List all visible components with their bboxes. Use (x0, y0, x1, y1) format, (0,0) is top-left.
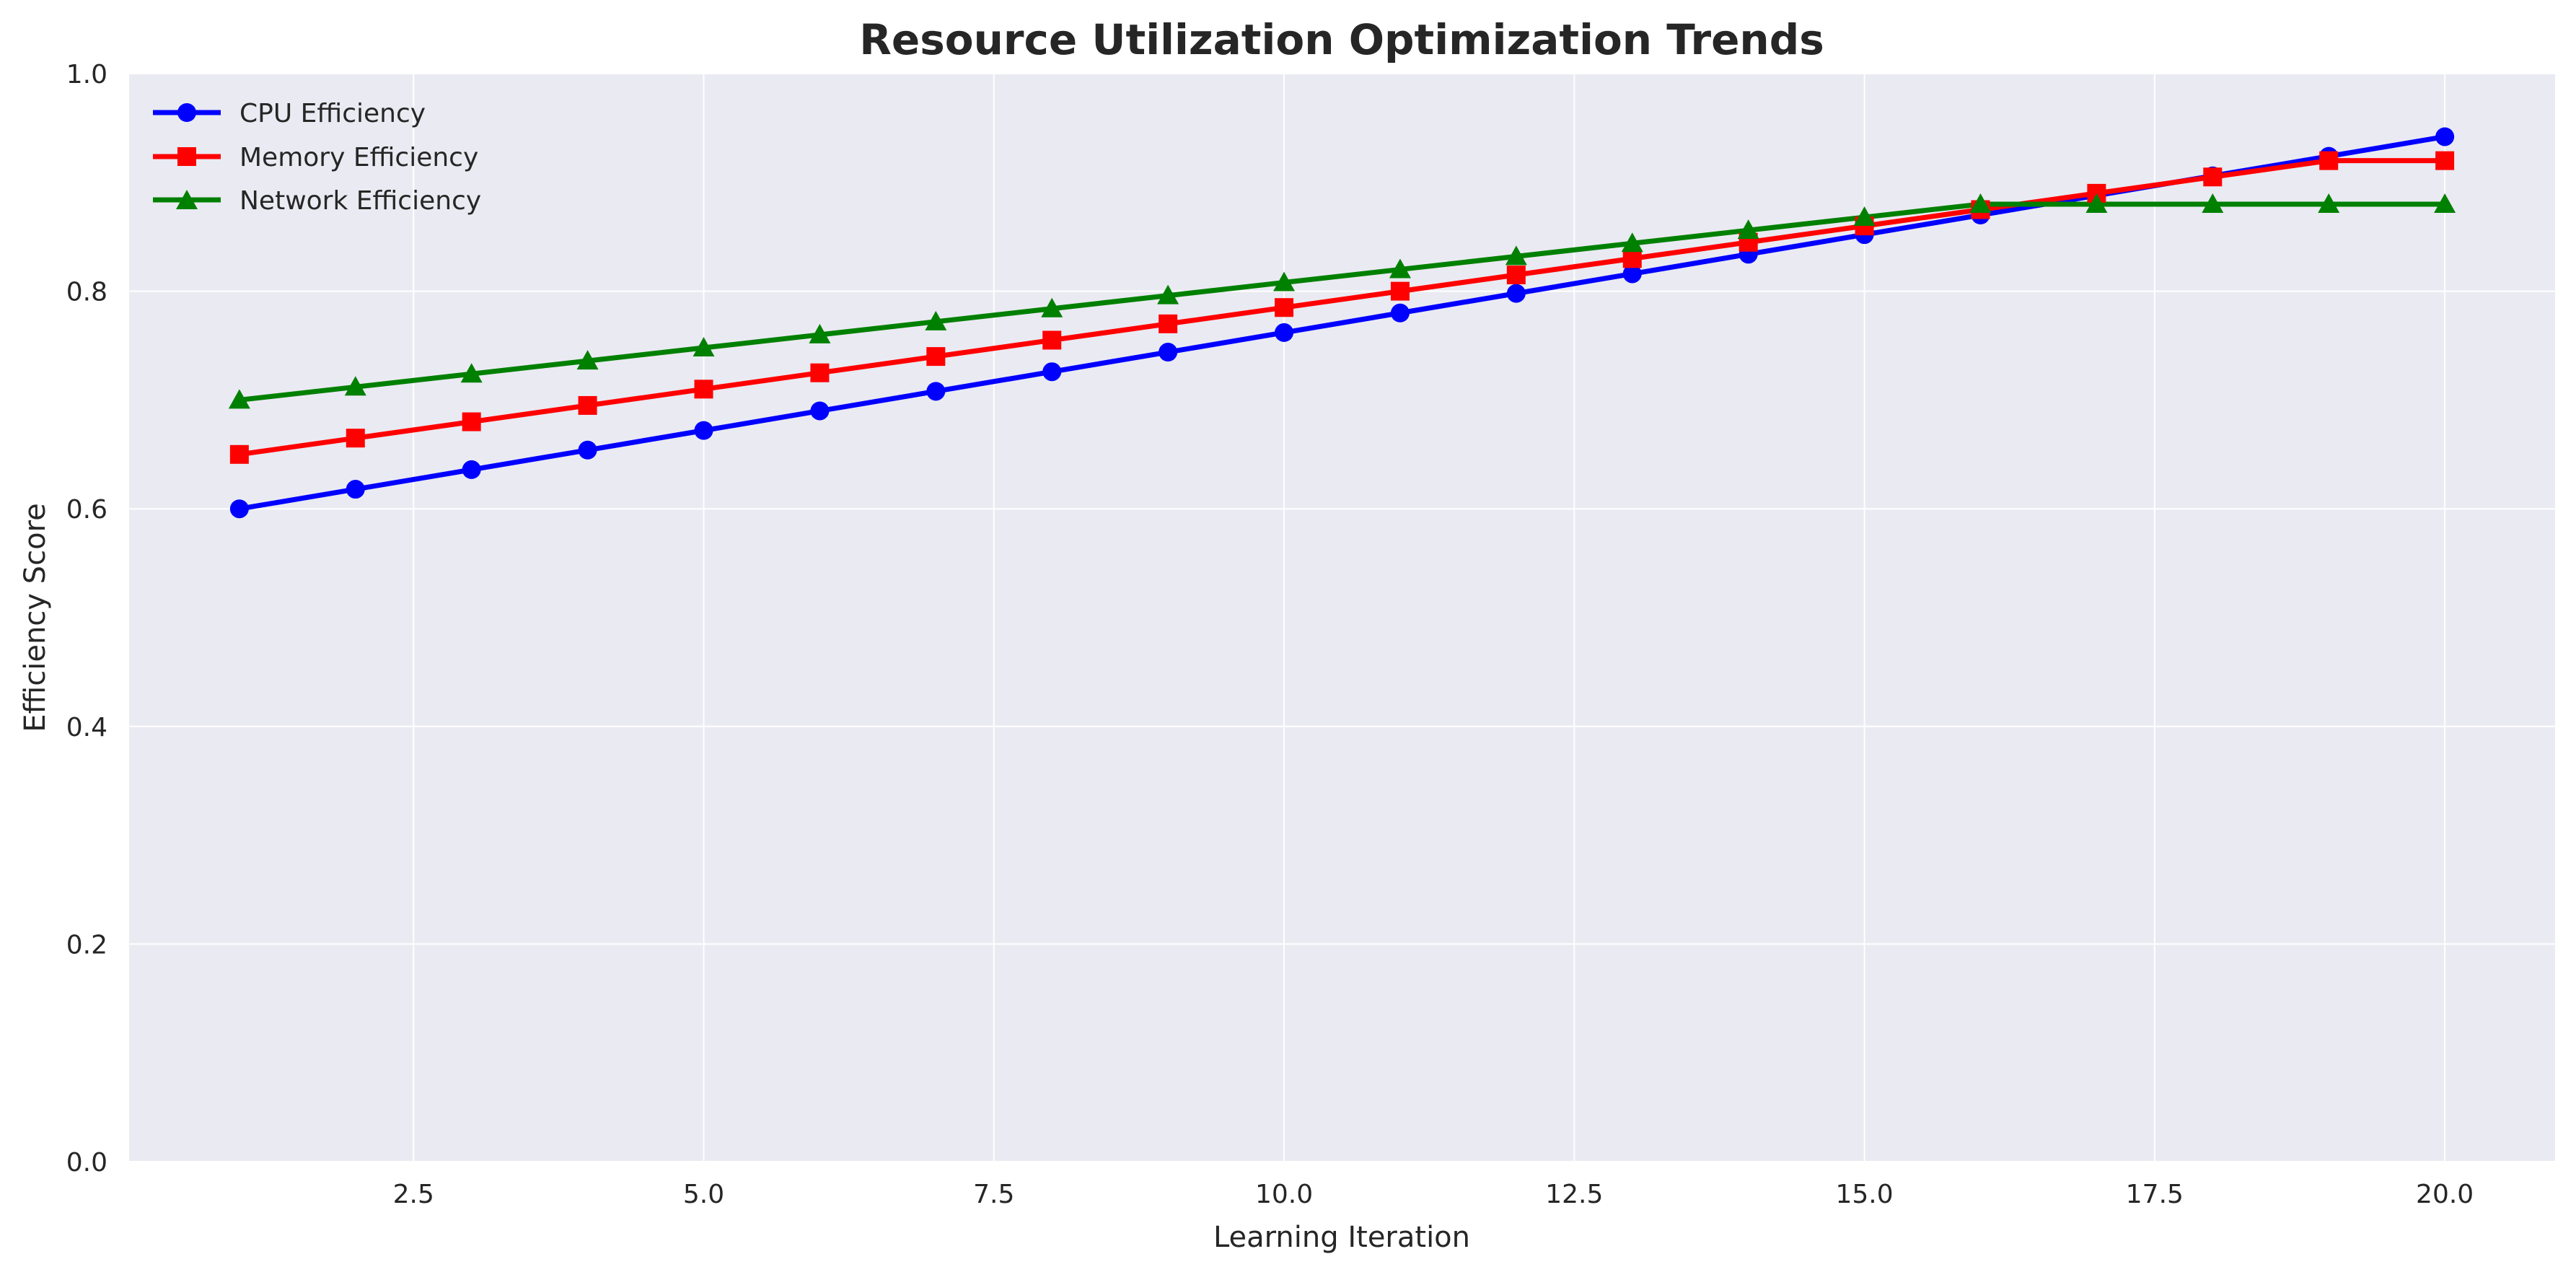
plot-background (129, 74, 2555, 1162)
tick-labels: 2.5 5.0 7.5 10.0 12.5 15.0 17.5 20.0 0.0 0.2 0.4 0.… (66, 60, 2474, 1209)
y-tick-label: 0.0 (66, 1148, 107, 1178)
data-point-network-efficiency (576, 350, 599, 370)
data-point-cpu-efficiency (462, 460, 481, 479)
data-point-cpu-efficiency (1275, 323, 1294, 342)
data-point-cpu-efficiency (926, 382, 946, 401)
data-point-network-efficiency (2202, 193, 2224, 213)
y-tick-label: 0.8 (66, 278, 107, 307)
data-point-network-efficiency (344, 376, 366, 396)
data-point-cpu-efficiency (2435, 127, 2455, 146)
y-tick-label: 0.2 (66, 930, 107, 960)
data-point-cpu-efficiency (810, 401, 830, 421)
series-markers (228, 127, 2456, 519)
data-point-network-efficiency (2318, 193, 2340, 213)
legend-marker-memory (177, 147, 196, 166)
data-point-network-efficiency (2085, 193, 2108, 213)
legend: CPU Efficiency Memory Efficiency Network… (153, 99, 481, 216)
data-point-network-efficiency (1969, 193, 1992, 213)
x-tick-label: 5.0 (683, 1180, 724, 1209)
legend-label-network: Network Efficiency (239, 186, 481, 216)
data-point-memory-efficiency (2435, 151, 2455, 170)
data-point-network-efficiency (460, 363, 483, 383)
data-point-memory-efficiency (1159, 314, 1178, 333)
data-point-memory-efficiency (1275, 298, 1294, 317)
x-tick-label: 2.5 (393, 1180, 434, 1209)
data-point-memory-efficiency (1390, 281, 1410, 301)
legend-entry-cpu: CPU Efficiency (153, 99, 426, 128)
data-point-cpu-efficiency (346, 480, 365, 499)
data-point-network-efficiency (1157, 284, 1179, 304)
data-point-network-efficiency (2434, 193, 2456, 213)
chart-title: Resource Utilization Optimization Trends (859, 15, 1824, 64)
data-point-cpu-efficiency (1506, 284, 1526, 303)
data-point-cpu-efficiency (578, 440, 597, 460)
data-point-memory-efficiency (1042, 330, 1062, 350)
y-tick-label: 1.0 (66, 60, 107, 89)
data-point-memory-efficiency (1622, 249, 1642, 268)
data-point-memory-efficiency (1506, 265, 1526, 284)
data-point-cpu-efficiency (1159, 343, 1178, 362)
data-point-network-efficiency (809, 323, 831, 343)
data-point-memory-efficiency (578, 395, 597, 415)
data-point-network-efficiency (925, 310, 947, 330)
data-point-network-efficiency (1389, 258, 1411, 279)
x-tick-label: 15.0 (1836, 1180, 1894, 1209)
data-point-cpu-efficiency (1622, 264, 1642, 284)
legend-marker-network (176, 190, 198, 209)
data-point-network-efficiency (1737, 219, 1759, 240)
x-tick-label: 20.0 (2416, 1180, 2474, 1209)
data-point-network-efficiency (228, 389, 250, 409)
data-point-network-efficiency (1041, 297, 1063, 317)
data-point-memory-efficiency (2203, 167, 2223, 187)
legend-label-memory: Memory Efficiency (239, 143, 478, 172)
series-line-cpu-efficiency (239, 134, 2445, 512)
data-point-network-efficiency (1505, 245, 1527, 266)
data-point-cpu-efficiency (229, 499, 249, 519)
data-point-memory-efficiency (926, 347, 946, 367)
legend-label-cpu: CPU Efficiency (239, 99, 426, 128)
data-point-memory-efficiency (2319, 151, 2339, 170)
data-point-network-efficiency (1621, 232, 1643, 253)
x-tick-label: 12.5 (1545, 1180, 1603, 1209)
data-point-memory-efficiency (346, 429, 365, 448)
x-tick-label: 7.5 (973, 1180, 1014, 1209)
x-tick-label: 17.5 (2126, 1180, 2184, 1209)
legend-entry-memory: Memory Efficiency (153, 143, 478, 172)
data-point-cpu-efficiency (694, 421, 713, 440)
x-tick-label: 10.0 (1255, 1180, 1313, 1209)
data-point-cpu-efficiency (1390, 303, 1410, 323)
data-point-memory-efficiency (694, 380, 713, 399)
data-point-network-efficiency (1853, 206, 1876, 227)
y-tick-label: 0.4 (66, 713, 107, 742)
data-point-memory-efficiency (462, 412, 481, 431)
series-line-network-efficiency (239, 201, 2445, 403)
legend-marker-cpu (177, 103, 196, 122)
x-axis-label: Learning Iteration (1213, 1221, 1470, 1254)
data-point-network-efficiency (1273, 271, 1296, 291)
series-line-memory-efficiency (239, 158, 2445, 457)
series-lines (239, 134, 2445, 512)
data-point-cpu-efficiency (1042, 362, 1062, 382)
data-point-network-efficiency (693, 337, 715, 357)
grid-lines (129, 73, 2555, 1162)
data-point-memory-efficiency (229, 444, 249, 464)
y-axis-label: Efficiency Score (19, 503, 52, 732)
legend-entry-network: Network Efficiency (153, 186, 481, 216)
y-tick-label: 0.6 (66, 495, 107, 525)
data-point-memory-efficiency (810, 363, 830, 382)
